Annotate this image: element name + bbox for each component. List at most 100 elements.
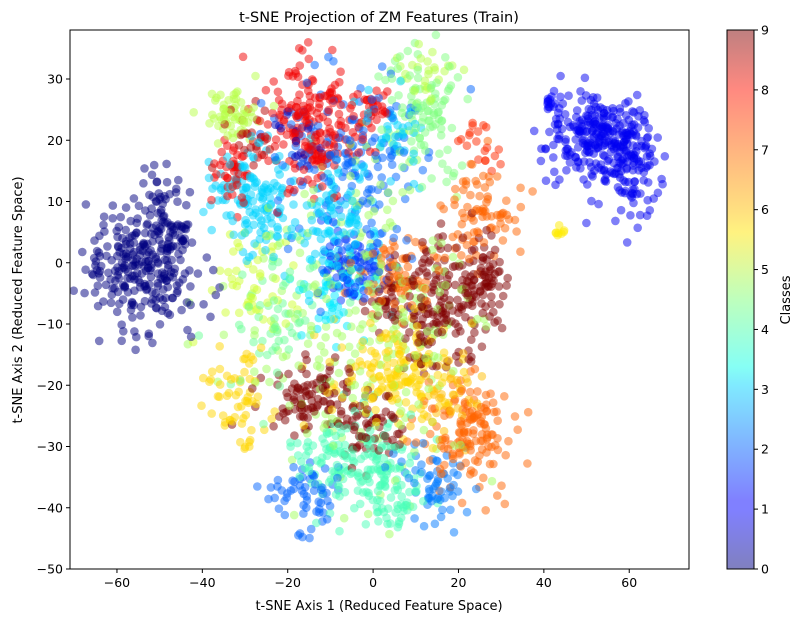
scatter-point: [628, 141, 638, 150]
scatter-point: [340, 440, 350, 450]
scatter-point: [645, 206, 655, 215]
scatter-point: [398, 162, 407, 172]
scatter-point: [334, 238, 343, 248]
scatter-point: [565, 158, 575, 167]
scatter-point: [396, 76, 405, 86]
scatter-point: [340, 487, 350, 497]
scatter-point: [304, 446, 313, 456]
scatter-point: [352, 205, 362, 214]
scatter-point: [328, 232, 337, 241]
scatter-point: [433, 353, 443, 362]
scatter-point: [493, 445, 503, 455]
scatter-point: [318, 489, 328, 499]
scatter-point: [337, 332, 347, 341]
scatter-point: [386, 246, 395, 255]
colorbar-ticks: 0 1 2 3 4 5 6 7 8 9: [754, 23, 769, 577]
scatter-point: [121, 225, 130, 235]
scatter-point: [441, 53, 450, 62]
scatter-point: [91, 261, 100, 270]
scatter-point: [465, 130, 474, 140]
scatter-point: [369, 207, 379, 216]
scatter-point: [272, 368, 282, 378]
scatter-point: [147, 170, 157, 180]
scatter-point: [374, 517, 383, 526]
scatter-point: [336, 100, 346, 110]
scatter-point: [387, 95, 397, 105]
scatter-point: [381, 75, 390, 85]
scatter-point: [561, 137, 570, 147]
scatter-point: [482, 143, 492, 152]
scatter-point: [387, 160, 397, 169]
scatter-point: [441, 433, 450, 443]
scatter-point: [134, 201, 144, 211]
scatter-point: [556, 92, 565, 102]
scatter-point: [269, 77, 279, 86]
scatter-point: [434, 107, 444, 117]
scatter-point: [448, 252, 458, 262]
scatter-point: [383, 504, 393, 513]
scatter-point: [553, 230, 562, 240]
scatter-point: [189, 108, 198, 117]
scatter-point: [435, 464, 445, 474]
scatter-point: [290, 379, 299, 389]
scatter-point: [396, 347, 406, 356]
colorbar-tick-label: 0: [761, 562, 769, 577]
scatter-point: [443, 86, 453, 96]
scatter-point: [400, 194, 410, 204]
scatter-point: [410, 514, 419, 523]
scatter-point: [587, 105, 596, 115]
scatter-point: [221, 308, 230, 317]
scatter-point: [347, 212, 357, 222]
scatter-point: [408, 276, 417, 286]
scatter-point: [381, 132, 391, 142]
scatter-point: [469, 468, 478, 477]
scatter-point: [423, 271, 432, 281]
scatter-point: [405, 71, 415, 80]
scatter-point: [144, 256, 153, 266]
scatter-point: [162, 276, 171, 286]
scatter-point: [145, 280, 154, 289]
scatter-point: [110, 266, 120, 276]
scatter-point: [293, 438, 302, 448]
scatter-point: [315, 197, 325, 206]
scatter-point: [394, 91, 403, 100]
scatter-point: [571, 135, 580, 144]
scatter-point: [246, 107, 256, 117]
scatter-point: [401, 387, 411, 397]
scatter-point: [431, 120, 440, 129]
scatter-point: [194, 331, 204, 340]
scatter-point: [283, 489, 292, 498]
scatter-point: [352, 442, 362, 452]
scatter-point: [400, 276, 410, 286]
scatter-point: [249, 161, 258, 170]
scatter-point: [393, 64, 403, 73]
scatter-point: [550, 167, 559, 177]
scatter-point: [280, 415, 290, 425]
scatter-point: [289, 510, 299, 520]
scatter-point: [339, 228, 348, 237]
scatter-point: [310, 60, 320, 70]
scatter-point: [383, 188, 393, 197]
scatter-point: [213, 139, 223, 148]
scatter-point: [619, 118, 628, 128]
scatter-point: [345, 287, 355, 297]
scatter-point: [282, 388, 291, 398]
scatter-point: [311, 280, 320, 289]
scatter-point: [248, 152, 258, 162]
scatter-point: [215, 283, 224, 292]
scatter-point: [136, 311, 145, 320]
scatter-point: [493, 416, 503, 426]
scatter-point: [372, 302, 382, 312]
scatter-point: [317, 458, 326, 467]
scatter-point: [321, 140, 330, 149]
scatter-point: [207, 195, 216, 205]
scatter-point: [271, 342, 281, 352]
scatter-point: [336, 428, 346, 438]
scatter-point: [306, 524, 316, 534]
scatter-point: [388, 113, 397, 123]
scatter-point: [462, 374, 471, 383]
scatter-point: [475, 451, 484, 460]
scatter-point: [466, 190, 475, 200]
scatter-point: [301, 350, 310, 359]
scatter-point: [634, 112, 643, 121]
